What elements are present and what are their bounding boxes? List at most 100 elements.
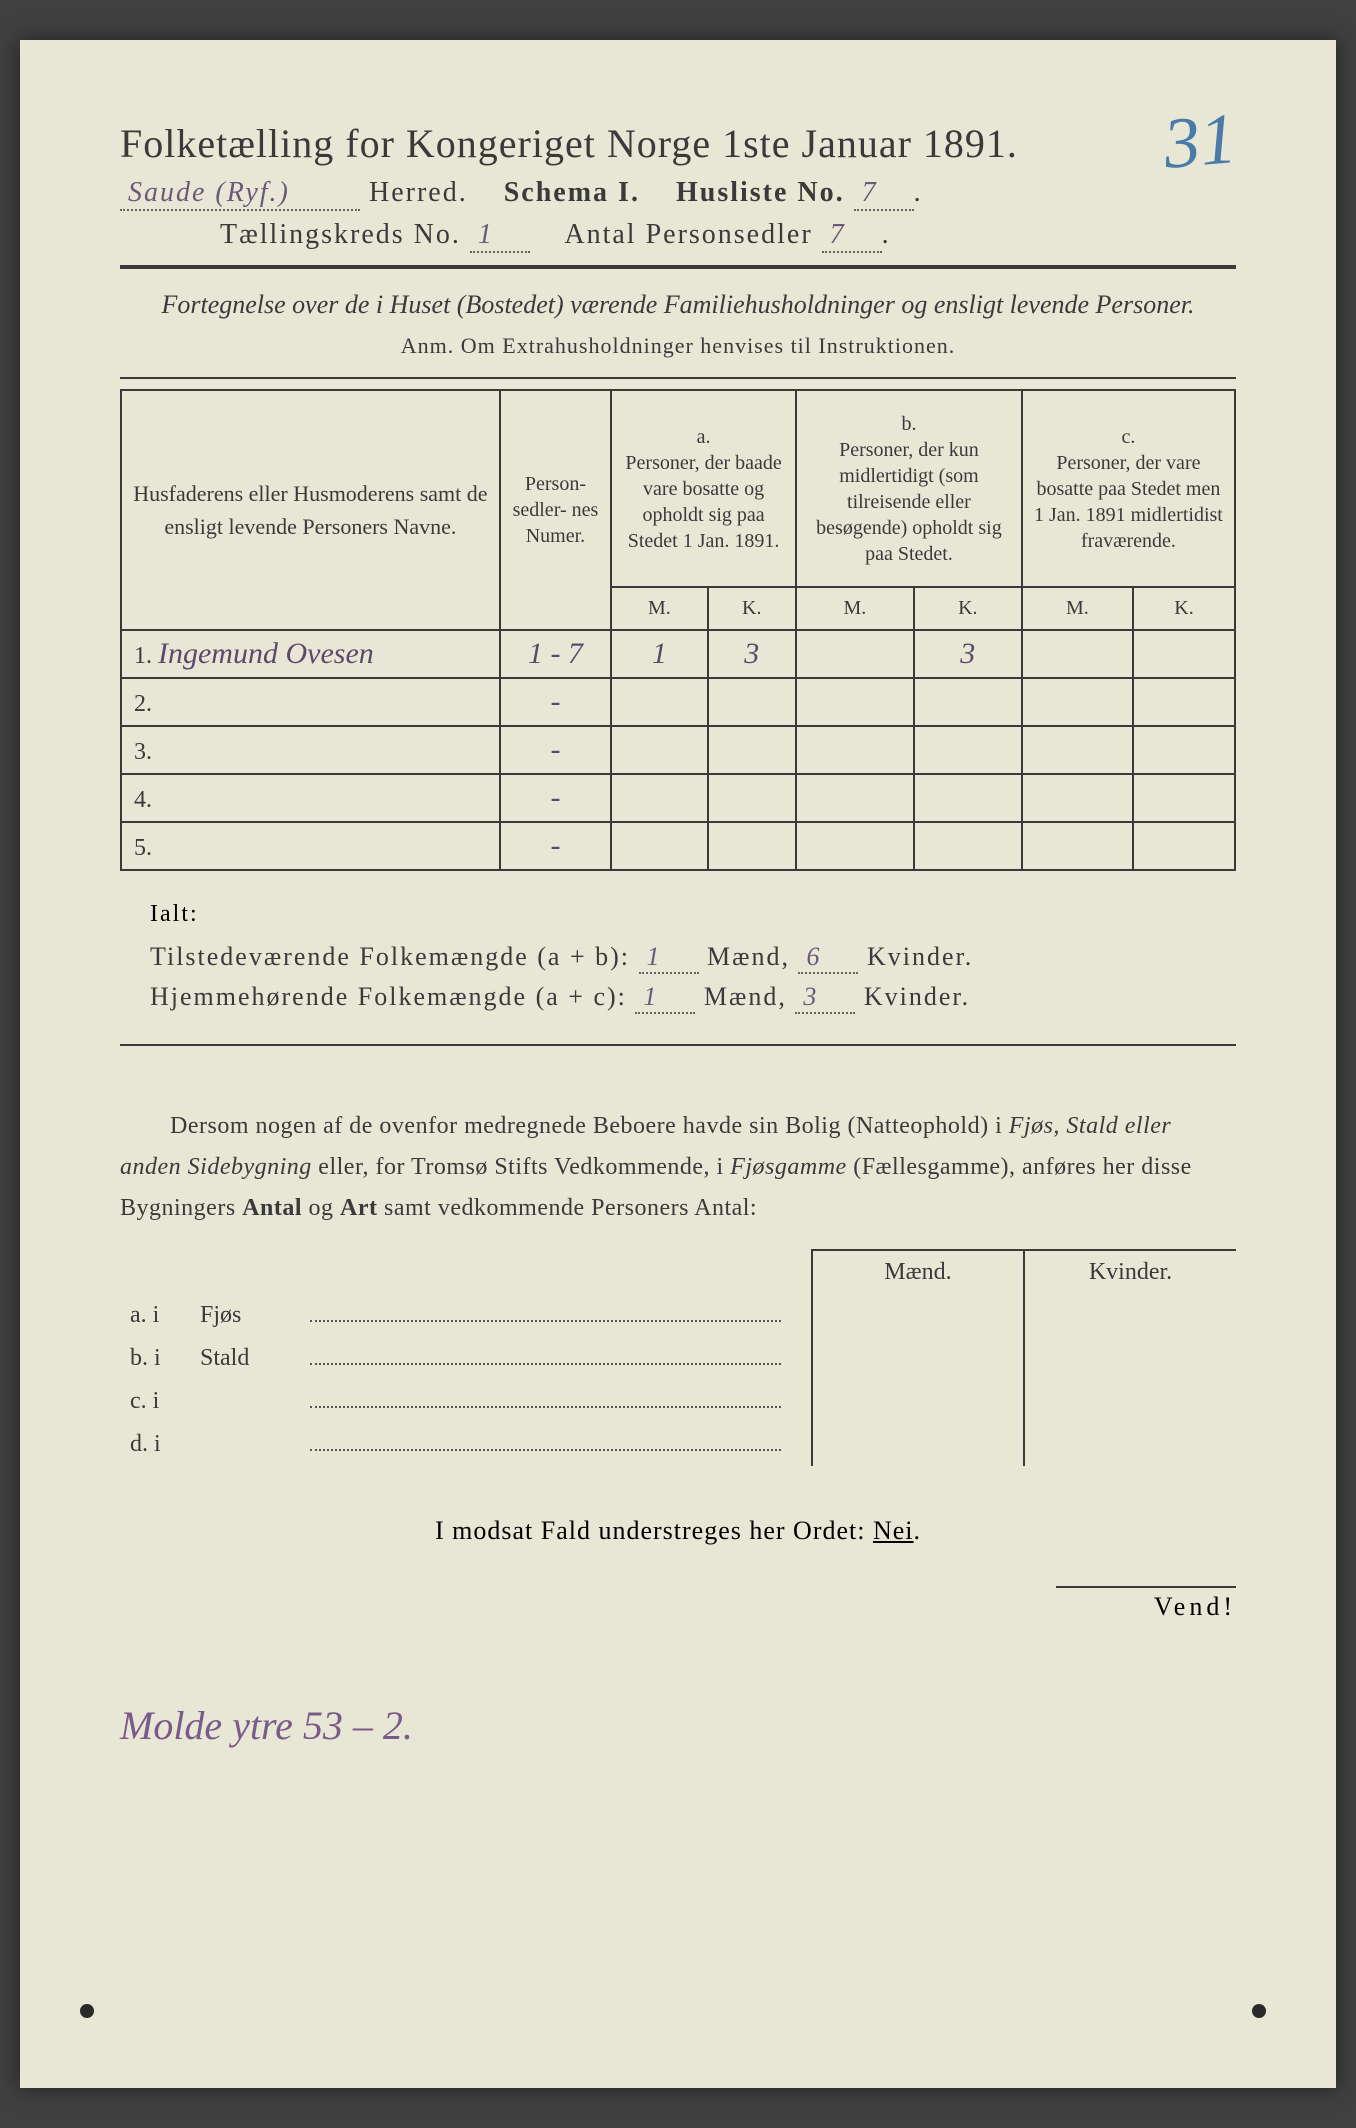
sub-table-row: a. iFjøs (120, 1294, 1236, 1337)
row-c-m (1022, 630, 1133, 678)
row-ps: - (500, 678, 611, 726)
col-b-m: M. (796, 587, 914, 630)
herred-label: Herred. (369, 177, 468, 208)
row-b-m (796, 774, 914, 822)
col-a-m: M. (611, 587, 707, 630)
sub-table-row: c. i (120, 1380, 1236, 1423)
row-c-k (1133, 774, 1235, 822)
buildings-table: Mænd. Kvinder. a. iFjøsb. iStaldc. id. i (120, 1249, 1236, 1466)
sub-row-m (812, 1423, 1024, 1466)
row-a-m (611, 822, 707, 870)
table-row: 5. - (121, 822, 1235, 870)
row-c-k (1133, 630, 1235, 678)
sub-row-k (1024, 1423, 1236, 1466)
resident-women: 3 (795, 982, 855, 1014)
sub-row-label: c. i (120, 1380, 812, 1423)
schema-label: Schema I. (504, 177, 640, 208)
col-c-header: c. Personer, der vare bosatte paa Stedet… (1022, 390, 1235, 587)
row-c-k (1133, 726, 1235, 774)
sub-row-k (1024, 1294, 1236, 1337)
present-women: 6 (798, 942, 858, 974)
table-row: 3. - (121, 726, 1235, 774)
row-b-k: 3 (914, 630, 1022, 678)
sub-table-row: d. i (120, 1423, 1236, 1466)
note-paragraph: Dersom nogen af de ovenfor medregnede Be… (120, 1106, 1236, 1228)
sub-row-label: d. i (120, 1423, 812, 1466)
row-c-m (1022, 774, 1133, 822)
row-a-k (708, 678, 797, 726)
row-a-k (708, 774, 797, 822)
row-a-k (708, 822, 797, 870)
row-a-m (611, 678, 707, 726)
husliste-value: 7 (854, 177, 914, 211)
col-personsedler-header: Person- sedler- nes Numer. (500, 390, 611, 630)
row-b-m (796, 822, 914, 870)
row-b-k (914, 678, 1022, 726)
husliste-label: Husliste No. (676, 177, 845, 208)
sub-row-label: b. iStald (120, 1337, 812, 1380)
resident-men: 1 (635, 982, 695, 1014)
row-b-m (796, 630, 914, 678)
row-b-k (914, 822, 1022, 870)
row-b-k (914, 726, 1022, 774)
punch-dot-icon (1252, 2004, 1266, 2018)
bottom-handwritten: Molde ytre 53 – 2. (120, 1702, 1236, 1749)
description-text: Fortegnelse over de i Huset (Bostedet) v… (120, 287, 1236, 323)
row-ps: - (500, 822, 611, 870)
row-ps: 1 - 7 (500, 630, 611, 678)
totals-present: Tilstedeværende Folkemængde (a + b): 1 M… (150, 942, 1236, 974)
ialt-label: Ialt: (150, 901, 1236, 928)
antal-value: 7 (822, 219, 882, 253)
sub-row-m (812, 1294, 1024, 1337)
main-title: Folketælling for Kongeriget Norge 1ste J… (120, 120, 1236, 167)
row-a-k: 3 (708, 630, 797, 678)
rule (120, 377, 1236, 379)
table-row: 1. Ingemund Ovesen1 - 7133 (121, 630, 1235, 678)
row-c-m (1022, 726, 1133, 774)
col-b-header: b. Personer, der kun midlertidigt (som t… (796, 390, 1022, 587)
row-c-m (1022, 678, 1133, 726)
row-a-k (708, 726, 797, 774)
tkreds-label: Tællingskreds No. (220, 219, 461, 250)
herred-line: Saude (Ryf.) Herred. Schema I. Husliste … (120, 177, 1236, 211)
col-a-k: K. (708, 587, 797, 630)
row-name: 1. Ingemund Ovesen (121, 630, 500, 678)
sub-row-m (812, 1380, 1024, 1423)
col-a-header: a. Personer, der baade vare bosatte og o… (611, 390, 796, 587)
row-c-k (1133, 822, 1235, 870)
row-c-m (1022, 822, 1133, 870)
totals-block: Ialt: Tilstedeværende Folkemængde (a + b… (120, 901, 1236, 1014)
table-row: 2. - (121, 678, 1235, 726)
vend-label: Vend! (1056, 1586, 1236, 1622)
col-b-k: K. (914, 587, 1022, 630)
sub-row-label: a. iFjøs (120, 1294, 812, 1337)
rule (120, 265, 1236, 269)
row-ps: - (500, 726, 611, 774)
page-annotation-number: 31 (1161, 97, 1240, 186)
row-ps: - (500, 774, 611, 822)
row-c-k (1133, 678, 1235, 726)
row-name: 4. (121, 774, 500, 822)
sub-row-m (812, 1337, 1024, 1380)
rule (120, 1044, 1236, 1046)
footer-nei-line: I modsat Fald understreges her Ordet: Ne… (120, 1516, 1236, 1546)
sub-row-k (1024, 1337, 1236, 1380)
row-b-k (914, 774, 1022, 822)
row-b-m (796, 726, 914, 774)
row-name: 2. (121, 678, 500, 726)
punch-dot-icon (80, 2004, 94, 2018)
present-men: 1 (639, 942, 699, 974)
row-name: 3. (121, 726, 500, 774)
col-names-header: Husfaderens eller Husmoderens samt de en… (121, 390, 500, 630)
herred-value: Saude (Ryf.) (120, 177, 360, 211)
sub-row-k (1024, 1380, 1236, 1423)
kreds-line: Tællingskreds No. 1 Antal Personsedler 7… (120, 219, 1236, 253)
sub-head-m: Mænd. (812, 1250, 1024, 1294)
col-c-k: K. (1133, 587, 1235, 630)
tkreds-value: 1 (470, 219, 530, 253)
row-b-m (796, 678, 914, 726)
totals-resident: Hjemmehørende Folkemængde (a + c): 1 Mæn… (150, 982, 1236, 1014)
row-a-m (611, 774, 707, 822)
household-table: Husfaderens eller Husmoderens samt de en… (120, 389, 1236, 871)
row-a-m: 1 (611, 630, 707, 678)
